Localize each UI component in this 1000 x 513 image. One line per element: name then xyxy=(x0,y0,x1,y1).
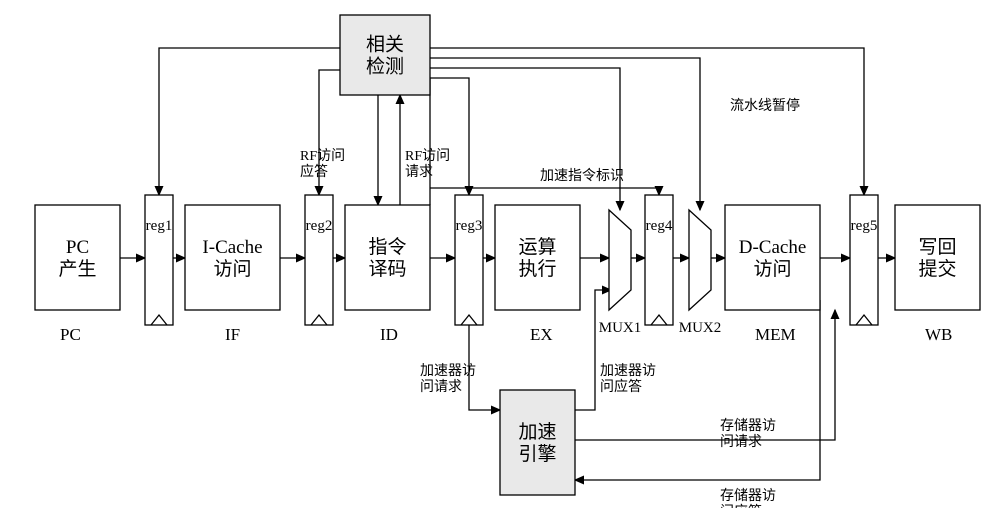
label-accel-ack: 加速器访 xyxy=(600,363,656,379)
svg-text:译码: 译码 xyxy=(368,259,406,280)
stage-label-MEM: MEM xyxy=(755,325,796,344)
label-rf-req: 请求 xyxy=(405,164,433,180)
mux-mux2 xyxy=(689,210,711,310)
svg-text:引擎: 引擎 xyxy=(518,443,556,465)
wire-stall-mux2 xyxy=(430,58,700,210)
wire-stall-mux1 xyxy=(430,68,620,210)
label-rf-ack: RF访问 xyxy=(300,148,345,164)
label-accel-id: 加速指令标识 xyxy=(540,168,624,184)
svg-text:加速: 加速 xyxy=(518,421,556,443)
stage-label-IF: IF xyxy=(225,325,240,344)
svg-text:执行: 执行 xyxy=(518,258,556,280)
label-rf-req: RF访问 xyxy=(405,148,450,164)
svg-text:指令: 指令 xyxy=(368,236,406,258)
label-pipe-stall: 流水线暂停 xyxy=(730,97,800,114)
svg-text:MUX1: MUX1 xyxy=(599,320,642,336)
register-reg4 xyxy=(645,195,673,325)
svg-text:检测: 检测 xyxy=(366,56,404,78)
stage-label-ID: ID xyxy=(380,325,398,344)
register-reg5 xyxy=(850,195,878,325)
register-reg3 xyxy=(455,195,483,325)
label-accel-req: 加速器访 xyxy=(420,363,476,379)
mux-mux1 xyxy=(609,210,631,310)
label-accel-ack: 问应答 xyxy=(600,378,642,395)
svg-text:运算: 运算 xyxy=(518,236,556,258)
wire-stall-reg5 xyxy=(430,48,864,195)
label-mem-ack: 存储器访 xyxy=(720,488,776,504)
svg-text:I-Cache: I-Cache xyxy=(202,237,262,258)
stage-label-WB: WB xyxy=(925,325,952,344)
label-rf-ack: 应答 xyxy=(300,163,328,180)
svg-text:D-Cache: D-Cache xyxy=(739,237,807,258)
diagram-canvas: 相关检测PC产生I-Cache访问指令译码运算执行D-Cache访问写回提交加速… xyxy=(0,0,1000,508)
svg-text:写回: 写回 xyxy=(918,237,956,258)
wire-accel-id-down xyxy=(430,188,659,195)
svg-text:提交: 提交 xyxy=(918,258,956,280)
svg-text:reg2: reg2 xyxy=(306,218,333,234)
wire-stall-reg3 xyxy=(430,78,469,195)
svg-text:reg1: reg1 xyxy=(146,218,173,234)
register-reg2 xyxy=(305,195,333,325)
svg-text:reg5: reg5 xyxy=(851,218,878,234)
stage-label-PC: PC xyxy=(60,325,81,344)
label-mem-req: 存储器访 xyxy=(720,418,776,434)
label-mem-req: 问请求 xyxy=(720,434,762,450)
svg-text:访问: 访问 xyxy=(753,258,791,280)
svg-text:相关: 相关 xyxy=(366,34,404,56)
svg-text:产生: 产生 xyxy=(58,258,96,280)
svg-text:MUX2: MUX2 xyxy=(679,320,722,336)
svg-text:PC: PC xyxy=(66,237,89,258)
svg-text:访问: 访问 xyxy=(213,258,251,280)
svg-text:reg3: reg3 xyxy=(456,218,483,234)
svg-text:reg4: reg4 xyxy=(646,218,673,234)
register-reg1 xyxy=(145,195,173,325)
label-accel-req: 问请求 xyxy=(420,379,462,395)
stage-label-EX: EX xyxy=(530,325,553,344)
